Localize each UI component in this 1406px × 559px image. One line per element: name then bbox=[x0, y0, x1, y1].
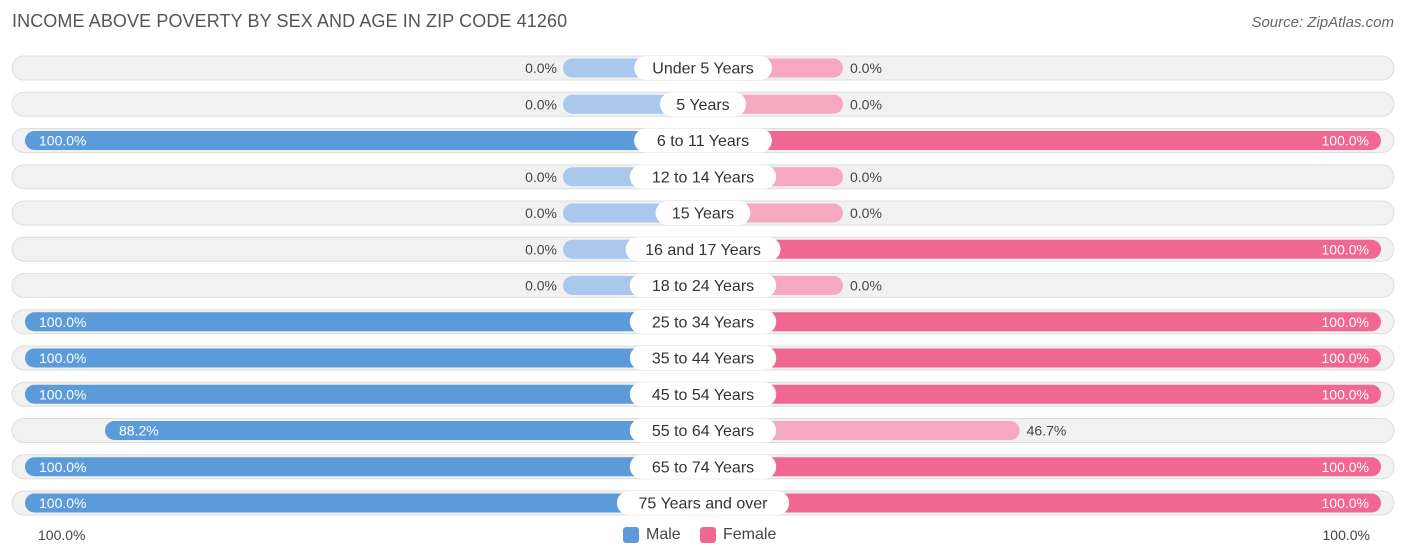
value-label-female: 0.0% bbox=[850, 169, 882, 185]
category-label: 18 to 24 Years bbox=[652, 278, 754, 295]
category-pill bbox=[629, 309, 777, 334]
value-label-male: 100.0% bbox=[39, 133, 86, 149]
category-pill bbox=[629, 164, 777, 189]
bar-female bbox=[703, 239, 1381, 259]
value-label-female: 100.0% bbox=[1322, 495, 1369, 511]
category-pill bbox=[659, 92, 747, 117]
legend-swatch-male bbox=[623, 527, 639, 543]
category-label: 12 to 14 Years bbox=[652, 169, 754, 186]
legend-label-male: Male bbox=[646, 526, 681, 543]
value-label-female: 0.0% bbox=[850, 205, 882, 221]
category-label: 35 to 44 Years bbox=[652, 351, 754, 368]
category-pill bbox=[616, 491, 790, 515]
category-label: 75 Years and over bbox=[639, 496, 769, 513]
value-label-male: 0.0% bbox=[525, 205, 557, 221]
value-label-male: 0.0% bbox=[525, 169, 557, 185]
category-label: 65 to 74 Years bbox=[652, 459, 754, 476]
axis-right-label: 100.0% bbox=[1322, 527, 1370, 543]
category-label: 25 to 34 Years bbox=[652, 314, 754, 331]
category-pill bbox=[629, 346, 777, 370]
value-label-male: 100.0% bbox=[39, 386, 86, 402]
chart-plot: 0.0% 0.0% Under 5 Years 0.0% 0.0% 5 Years 100.… bbox=[11, 55, 1395, 516]
category-pill bbox=[634, 56, 772, 80]
bar-male bbox=[25, 384, 703, 404]
value-label-male: 88.2% bbox=[119, 423, 159, 439]
value-label-male: 0.0% bbox=[525, 241, 557, 257]
value-label-male: 100.0% bbox=[39, 459, 86, 475]
axis-left-label: 100.0% bbox=[38, 527, 86, 543]
value-label-female: 100.0% bbox=[1322, 133, 1369, 149]
bar-male bbox=[25, 457, 703, 477]
category-label: 6 to 11 Years bbox=[657, 133, 749, 150]
value-label-female: 100.0% bbox=[1322, 459, 1369, 475]
source-label: Source: ZipAtlas.com bbox=[1251, 14, 1394, 31]
bar-male bbox=[105, 421, 703, 440]
value-label-male: 100.0% bbox=[39, 350, 86, 366]
category-label: 5 Years bbox=[676, 97, 729, 114]
value-label-female: 100.0% bbox=[1322, 350, 1369, 366]
value-label-male: 0.0% bbox=[525, 96, 557, 112]
legend-item-male: Male bbox=[623, 524, 681, 546]
bar-male bbox=[25, 131, 703, 150]
legend-label-female: Female bbox=[723, 526, 777, 543]
chart-title: INCOME ABOVE POVERTY BY SEX AND AGE IN Z… bbox=[12, 11, 568, 31]
value-label-female: 100.0% bbox=[1322, 314, 1369, 330]
legend: Male Female bbox=[0, 524, 1406, 546]
legend-item-female: Female bbox=[700, 524, 776, 546]
category-label: Under 5 Years bbox=[652, 61, 753, 78]
value-label-male: 0.0% bbox=[525, 278, 557, 294]
value-label-female: 100.0% bbox=[1322, 386, 1369, 402]
category-label: 55 to 64 Years bbox=[652, 423, 754, 440]
category-pill bbox=[625, 237, 781, 262]
category-pill bbox=[629, 382, 777, 407]
value-label-female: 100.0% bbox=[1322, 241, 1369, 257]
value-label-female: 0.0% bbox=[850, 278, 882, 294]
bar-female bbox=[703, 493, 1381, 513]
bar-male bbox=[25, 348, 703, 368]
value-label-female: 0.0% bbox=[850, 60, 882, 76]
bar-female bbox=[703, 457, 1381, 477]
legend-swatch-female bbox=[700, 527, 716, 543]
category-pill bbox=[634, 128, 772, 153]
bar-female bbox=[703, 348, 1381, 368]
category-pill bbox=[629, 454, 777, 479]
category-pill bbox=[655, 201, 751, 225]
category-pill bbox=[629, 273, 777, 298]
category-label: 16 and 17 Years bbox=[645, 242, 761, 259]
category-pill bbox=[629, 418, 777, 443]
value-label-female: 0.0% bbox=[850, 96, 882, 112]
bar-female bbox=[703, 384, 1381, 404]
bar-male bbox=[25, 493, 703, 513]
category-label: 15 Years bbox=[672, 206, 734, 223]
value-label-male: 100.0% bbox=[39, 495, 86, 511]
value-label-male: 0.0% bbox=[525, 60, 557, 76]
category-label: 45 to 54 Years bbox=[652, 387, 754, 404]
bar-female bbox=[703, 312, 1381, 332]
bar-female bbox=[703, 421, 1020, 440]
bar-male bbox=[25, 312, 703, 332]
value-label-female: 46.7% bbox=[1027, 423, 1067, 439]
bar-female bbox=[703, 131, 1381, 150]
value-label-male: 100.0% bbox=[39, 314, 86, 330]
